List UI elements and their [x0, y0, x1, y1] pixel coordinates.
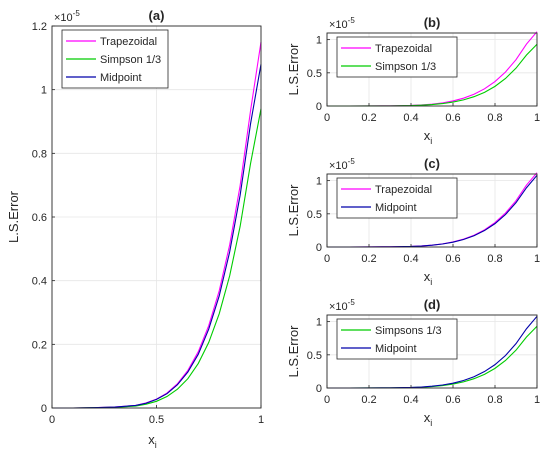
- series-line-3: [52, 64, 262, 409]
- x-axis-label-sub: i: [155, 440, 157, 450]
- x-axis-label-sub: i: [430, 418, 432, 428]
- panel-title: (c): [424, 156, 440, 171]
- y-axis-label: L.S.Error: [286, 325, 301, 378]
- panel-d: 0 0.2 0.4 0.6 0.8 1 0 0.5 1 ×10-5 (d) xi L.S.Error Si…: [286, 297, 540, 428]
- x-tick-label: 1: [534, 112, 540, 124]
- legend-label-1: Simpsons 1/3: [375, 325, 442, 337]
- x-tick-label: 0.4: [403, 394, 418, 406]
- x-axis-label-sub: i: [430, 277, 432, 287]
- y-axis-label: L.S.Error: [6, 190, 21, 243]
- y-tick-label: 0.2: [32, 339, 47, 351]
- x-tick-label: 0.8: [487, 253, 502, 265]
- panel-title: (a): [149, 8, 165, 23]
- y-exponent-label: ×10-5: [54, 9, 80, 24]
- axes-box: [326, 173, 538, 248]
- legend-label-1: Trapezoidal: [100, 36, 157, 48]
- y-tick-label: 1: [316, 176, 322, 188]
- y-exponent-base: ×10: [329, 301, 348, 313]
- y-exponent-base: ×10: [54, 12, 73, 24]
- x-tick-label: 0.6: [445, 253, 460, 265]
- legend-label-2: Simpson 1/3: [100, 54, 161, 66]
- x-tick-label: 0.2: [361, 394, 376, 406]
- y-tick-label: 1: [316, 35, 322, 47]
- x-tick-label: 1: [534, 253, 540, 265]
- legend-box: [336, 177, 458, 219]
- y-tick-label: 0.6: [32, 212, 47, 224]
- panel-title: (b): [424, 15, 441, 30]
- y-tick-label: 0: [41, 403, 47, 415]
- y-exponent-label: ×10-5: [329, 298, 355, 313]
- legend-label-1: Trapezoidal: [375, 184, 432, 196]
- y-tick-label: 0: [316, 383, 322, 395]
- y-tick-label: 0.5: [307, 68, 322, 80]
- y-exponent-base: ×10: [329, 19, 348, 31]
- x-tick-label: 0.2: [361, 253, 376, 265]
- x-tick-label: 0.2: [361, 112, 376, 124]
- x-tick-label: 0: [49, 414, 55, 426]
- y-tick-label: 1: [316, 317, 322, 329]
- y-exponent-label: ×10-5: [329, 157, 355, 172]
- x-tick-label: 1: [258, 414, 264, 426]
- x-axis-label: xi: [148, 432, 157, 450]
- y-exponent-power: -5: [348, 157, 356, 166]
- y-exponent-power: -5: [73, 9, 81, 18]
- y-axis-label: L.S.Error: [286, 43, 301, 96]
- legend-box: [336, 36, 458, 78]
- axes-box: [326, 314, 538, 389]
- axes-box: [326, 32, 538, 107]
- y-exponent-power: -5: [348, 298, 356, 307]
- x-axis-label-main: x: [424, 128, 431, 143]
- y-tick-label: 0.5: [307, 350, 322, 362]
- x-axis-label: xi: [424, 410, 433, 428]
- y-exponent-label: ×10-5: [329, 16, 355, 31]
- x-tick-label: 0.8: [487, 112, 502, 124]
- x-axis-label: xi: [424, 269, 433, 287]
- x-axis-label: xi: [424, 128, 433, 146]
- y-tick-label: 0.4: [32, 276, 47, 288]
- legend-label-2: Midpoint: [375, 202, 417, 214]
- y-axis-label: L.S.Error: [286, 184, 301, 237]
- panel-title: (d): [424, 297, 441, 312]
- x-tick-label: 0.8: [487, 394, 502, 406]
- x-tick-label: 0.4: [403, 112, 418, 124]
- y-tick-label: 0: [316, 101, 322, 113]
- legend-label-3: Midpoint: [100, 72, 142, 84]
- panel-a: 0 0.5 1 0 0.2 0.4 0.6 0.8 1 1.2 ×10-5 (a) xi L.S.Erro…: [6, 8, 264, 450]
- legend-label-2: Midpoint: [375, 343, 417, 355]
- x-tick-label: 0.4: [403, 253, 418, 265]
- x-tick-label: 0.6: [445, 394, 460, 406]
- y-exponent-power: -5: [348, 16, 356, 25]
- x-tick-label: 0: [324, 394, 330, 406]
- x-axis-label-main: x: [148, 432, 155, 447]
- y-tick-label: 1: [41, 85, 47, 97]
- y-tick-label: 0.8: [32, 148, 47, 160]
- legend-label-2: Simpson 1/3: [375, 61, 436, 73]
- x-tick-label: 0.5: [149, 414, 164, 426]
- y-exponent-base: ×10: [329, 160, 348, 172]
- x-tick-label: 1: [534, 394, 540, 406]
- legend-label-1: Trapezoidal: [375, 43, 432, 55]
- x-tick-label: 0.6: [445, 112, 460, 124]
- panel-c: 0 0.2 0.4 0.6 0.8 1 0 0.5 1 ×10-5 (c) xi L.S.Error Tr…: [286, 156, 540, 287]
- legend-box: [336, 318, 458, 360]
- panel-b: 0 0.2 0.4 0.6 0.8 1 0 0.5 1 ×10-5 (b) xi L.S.Error Tr…: [286, 15, 540, 146]
- x-axis-label-main: x: [424, 269, 431, 284]
- x-axis-label-sub: i: [430, 136, 432, 146]
- y-tick-label: 1.2: [32, 21, 47, 33]
- x-axis-label-main: x: [424, 410, 431, 425]
- y-tick-label: 0.5: [307, 209, 322, 221]
- y-tick-label: 0: [316, 242, 322, 254]
- x-tick-label: 0: [324, 253, 330, 265]
- x-tick-label: 0: [324, 112, 330, 124]
